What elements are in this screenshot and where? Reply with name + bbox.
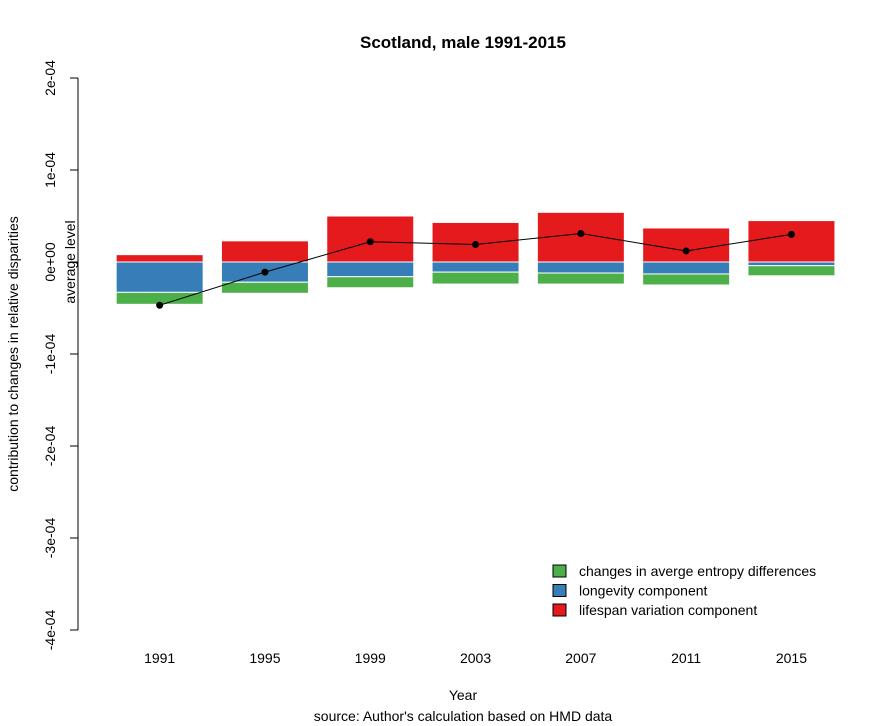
y-tick-label: -1e-04 [42,334,58,375]
x-tick-label: 2015 [776,650,807,666]
y-tick-label: 2e-04 [42,60,58,96]
bar-segment [642,227,731,263]
bar-segment [326,261,415,278]
legend-swatch [552,564,567,578]
average-point [261,268,269,276]
x-tick-label: 1991 [144,650,175,666]
y-tick-label: -4e-04 [42,610,58,651]
legend-swatch [552,584,567,597]
legend-label: lifespan variation component [579,602,757,618]
bar-segment [220,281,309,294]
y-axis-inner-label: average level [62,220,78,303]
bar-segment [115,261,204,293]
bar-segment [642,261,731,275]
bar-segment [747,265,836,277]
bar-segment [431,221,520,263]
legend-swatch [552,603,567,617]
x-tick-label: 2007 [565,650,596,666]
average-point [156,301,164,309]
average-point [366,238,374,246]
y-tick-label: -3e-04 [42,518,58,559]
bar-segment [747,261,836,267]
average-line-group [156,229,795,309]
y-tick-label: 0e+00 [42,242,58,282]
legend-label: longevity component [579,583,708,599]
legend: changes in averge entropy differences lon… [552,563,816,618]
y-tick-label: -2e-04 [42,426,58,467]
y-tick-label: 1e-04 [42,152,58,188]
bar-segment [536,261,625,274]
bar-segment [431,271,520,285]
average-point [682,247,690,255]
source-caption: source: Author's calculation based on HM… [314,708,613,724]
legend-label: changes in averge entropy differences [579,563,816,579]
bars-group [115,211,836,305]
x-axis-label: Year [449,687,478,703]
bar-segment [536,272,625,285]
bar-segment [115,254,204,263]
bar-segment [326,276,415,289]
bar-segment [642,273,731,286]
x-tick-label: 1999 [355,650,386,666]
bar-segment [431,261,520,273]
x-axis: 1991 1995 1999 2003 2007 2011 2015 [144,650,807,666]
bar-segment [220,240,309,263]
y-axis: -4e-04 -3e-04 -2e-04 -1e-04 0e+00 1e-04 2e-04 [42,60,79,651]
x-tick-label: 2011 [671,650,701,666]
y-axis-label: contribution to changes in relative disp… [5,216,21,492]
average-point [577,229,585,237]
bar-segment [747,220,836,263]
average-point [787,230,795,238]
x-tick-label: 2003 [460,650,491,666]
average-point [472,241,480,249]
x-tick-label: 1995 [249,650,280,666]
chart-title: Scotland, male 1991-2015 [360,33,566,52]
